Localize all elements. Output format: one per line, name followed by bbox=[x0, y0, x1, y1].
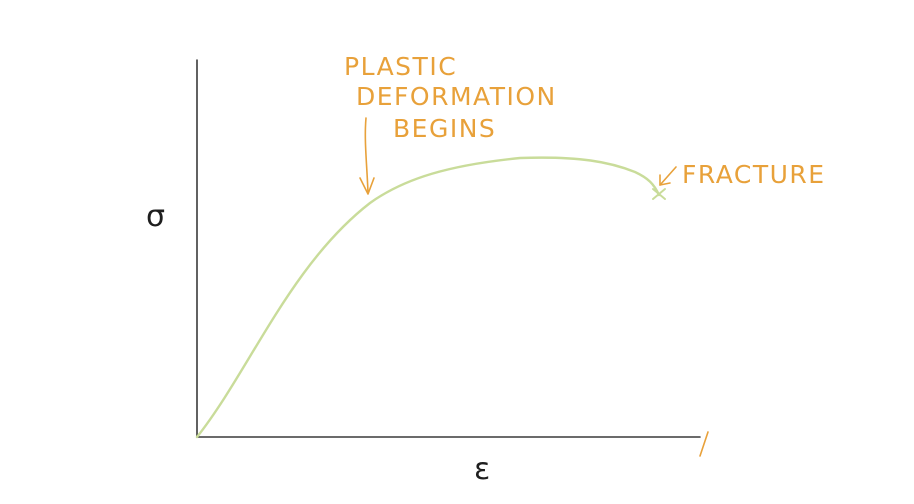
x-axis-end-tick bbox=[699, 431, 709, 457]
stress-strain-curve bbox=[195, 156, 661, 439]
plastic-label-line3: BEGINS bbox=[393, 114, 496, 143]
plastic-label-line2: DEFORMATION bbox=[356, 82, 557, 111]
fracture-mark bbox=[652, 188, 666, 200]
fracture-arrow bbox=[659, 166, 677, 186]
plastic-arrow bbox=[359, 117, 375, 195]
plastic-label-line1: PLASTIC bbox=[344, 52, 457, 81]
fracture-label: FRACTURE bbox=[682, 160, 826, 189]
stress-symbol: σ bbox=[146, 199, 165, 234]
strain-symbol: ε bbox=[474, 452, 490, 487]
